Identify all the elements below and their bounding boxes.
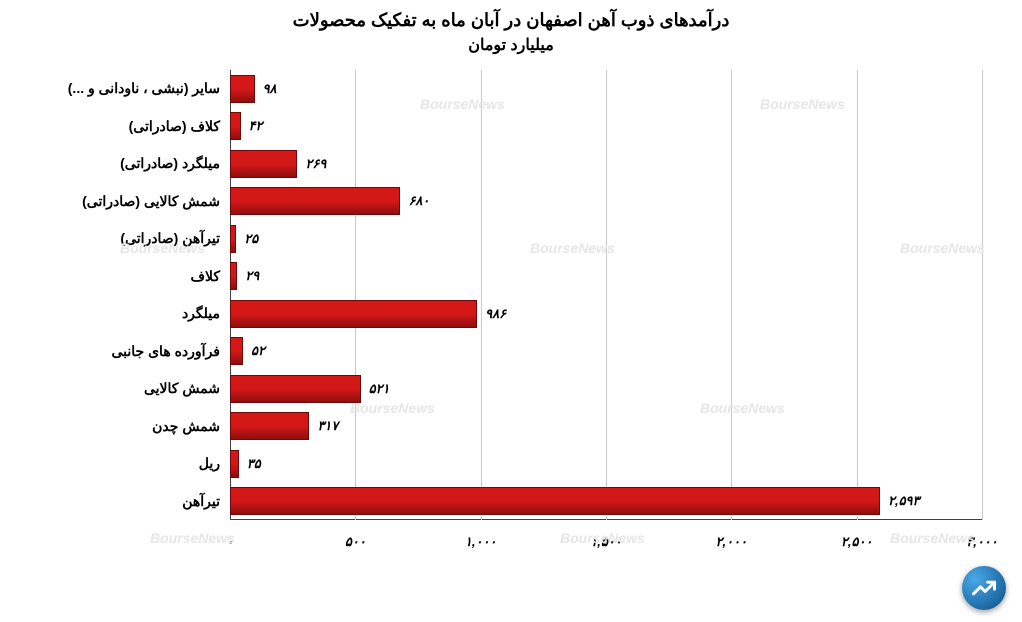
bar-row: شمش کالایی۵۲۱ xyxy=(230,375,390,403)
category-label: شمش کالایی xyxy=(144,380,230,397)
bar-row: شمش چدن۳۱۷ xyxy=(230,412,338,440)
grid-line xyxy=(481,70,482,520)
chart-container: درآمدهای ذوب آهن اصفهان در آبان ماه به ت… xyxy=(0,0,1022,622)
bar xyxy=(230,300,477,328)
title-block: درآمدهای ذوب آهن اصفهان در آبان ماه به ت… xyxy=(20,10,1002,55)
bar-row: کلاف (صادراتی)۴۲ xyxy=(230,112,262,140)
x-tick-label: ۲,۵۰۰ xyxy=(841,534,873,550)
bar-value-label: ۵۲۱ xyxy=(369,381,390,397)
bar-row: میلگرد (صادراتی)۲۶۹ xyxy=(230,150,326,178)
bar-value-label: ۶۸۰ xyxy=(408,193,429,209)
bar-value-label: ۳۵ xyxy=(247,456,261,472)
bar xyxy=(230,487,880,515)
bar-value-label: ۲۶۹ xyxy=(305,156,326,172)
category-label: کلاف xyxy=(190,268,230,285)
bar xyxy=(230,112,241,140)
bar xyxy=(230,75,255,103)
bar xyxy=(230,262,237,290)
bar xyxy=(230,412,309,440)
category-label: سایر (نبشی ، ناودانی و ...) xyxy=(68,80,230,97)
bar-value-label: ۲۵ xyxy=(244,231,258,247)
bar-value-label: ۳۱۷ xyxy=(317,418,338,434)
bar-row: کلاف۲۹ xyxy=(230,262,259,290)
bar-value-label: ۴۲ xyxy=(249,118,263,134)
category-label: شمش کالایی (صادراتی) xyxy=(82,193,230,210)
chart-arrow-icon xyxy=(970,574,998,602)
bar-value-label: ۵۲ xyxy=(251,343,265,359)
category-label: شمش چدن xyxy=(152,418,230,435)
plot-area: ۰۵۰۰۱,۰۰۰۱,۵۰۰۲,۰۰۰۲,۵۰۰۳,۰۰۰سایر (نبشی … xyxy=(230,70,982,560)
bar xyxy=(230,187,400,215)
bar xyxy=(230,337,243,365)
bar-row: فرآورده های جانبی۵۲ xyxy=(230,337,265,365)
brand-logo xyxy=(962,566,1006,610)
x-tick-label: ۲,۰۰۰ xyxy=(716,534,748,550)
bar-row: سایر (نبشی ، ناودانی و ...)۹۸ xyxy=(230,75,277,103)
bar xyxy=(230,150,297,178)
bar-row: ریل۳۵ xyxy=(230,450,261,478)
x-tick-label: ۱,۵۰۰ xyxy=(590,534,622,550)
category-label: فرآورده های جانبی xyxy=(112,343,231,360)
bar-value-label: ۹۸۶ xyxy=(485,306,506,322)
x-tick-label: ۰ xyxy=(227,534,234,550)
bar xyxy=(230,375,361,403)
grid-line xyxy=(982,70,983,520)
category-label: میلگرد xyxy=(182,305,230,322)
bar-row: تیرآهن (صادراتی)۲۵ xyxy=(230,225,258,253)
chart-title: درآمدهای ذوب آهن اصفهان در آبان ماه به ت… xyxy=(20,10,1002,31)
grid-line xyxy=(731,70,732,520)
x-tick-label: ۳,۰۰۰ xyxy=(966,534,998,550)
bar xyxy=(230,225,236,253)
chart-subtitle: میلیارد تومان xyxy=(20,35,1002,55)
x-tick-label: ۱,۰۰۰ xyxy=(465,534,497,550)
x-tick-label: ۵۰۰ xyxy=(345,534,366,550)
bar-row: شمش کالایی (صادراتی)۶۸۰ xyxy=(230,187,429,215)
bar-value-label: ۲۹ xyxy=(245,268,259,284)
bar-value-label: ۲,۵۹۳ xyxy=(888,493,920,509)
bar xyxy=(230,450,239,478)
bar-value-label: ۹۸ xyxy=(263,81,277,97)
category-label: تیرآهن (صادراتی) xyxy=(120,230,230,247)
category-label: میلگرد (صادراتی) xyxy=(120,155,230,172)
grid-line xyxy=(857,70,858,520)
category-label: کلاف (صادراتی) xyxy=(129,118,230,135)
grid-line xyxy=(606,70,607,520)
category-label: ریل xyxy=(199,455,230,472)
bar-row: تیرآهن۲,۵۹۳ xyxy=(230,487,920,515)
bar-row: میلگرد۹۸۶ xyxy=(230,300,506,328)
category-label: تیرآهن xyxy=(182,493,230,510)
grid-line xyxy=(355,70,356,520)
